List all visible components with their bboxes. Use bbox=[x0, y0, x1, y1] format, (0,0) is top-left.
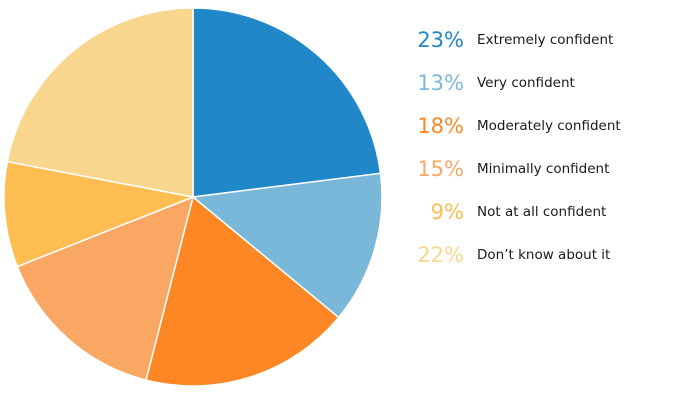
pie-slice-dont-know bbox=[6, 7, 194, 198]
legend-percent: 9% bbox=[430, 200, 464, 224]
legend-item-not-at-all-confident: 9% Not at all confident bbox=[411, 198, 671, 241]
pie-slice-minimally-confident bbox=[16, 195, 195, 381]
legend-item-very-confident: 13% Very confident bbox=[411, 69, 671, 112]
legend-percent: 23% bbox=[417, 28, 464, 52]
legend-percent: 13% bbox=[417, 71, 464, 95]
legend-percent: 18% bbox=[417, 114, 464, 138]
legend-item-dont-know: 22% Don’t know about it bbox=[411, 241, 671, 284]
legend-label: Minimally confident bbox=[477, 161, 610, 177]
legend-percent: 22% bbox=[417, 243, 464, 267]
pie-slice-very-confident bbox=[191, 172, 383, 319]
pie-slice-moderately-confident bbox=[145, 195, 340, 387]
legend-label: Extremely confident bbox=[477, 32, 614, 48]
legend-label: Very confident bbox=[477, 75, 575, 91]
legend-label: Not at all confident bbox=[477, 204, 607, 220]
legend-item-minimally-confident: 15% Minimally confident bbox=[411, 155, 671, 198]
pie-slice-extremely-confident bbox=[192, 7, 382, 198]
legend-label: Don’t know about it bbox=[477, 247, 611, 263]
legend-item-extremely-confident: 23% Extremely confident bbox=[411, 26, 671, 69]
legend-label: Moderately confident bbox=[477, 118, 621, 134]
legend-percent: 15% bbox=[417, 157, 464, 181]
legend-item-moderately-confident: 18% Moderately confident bbox=[411, 112, 671, 155]
pie-slice-not-at-all-confident bbox=[3, 160, 196, 268]
legend: 23% Extremely confident 13% Very confide… bbox=[411, 26, 671, 284]
